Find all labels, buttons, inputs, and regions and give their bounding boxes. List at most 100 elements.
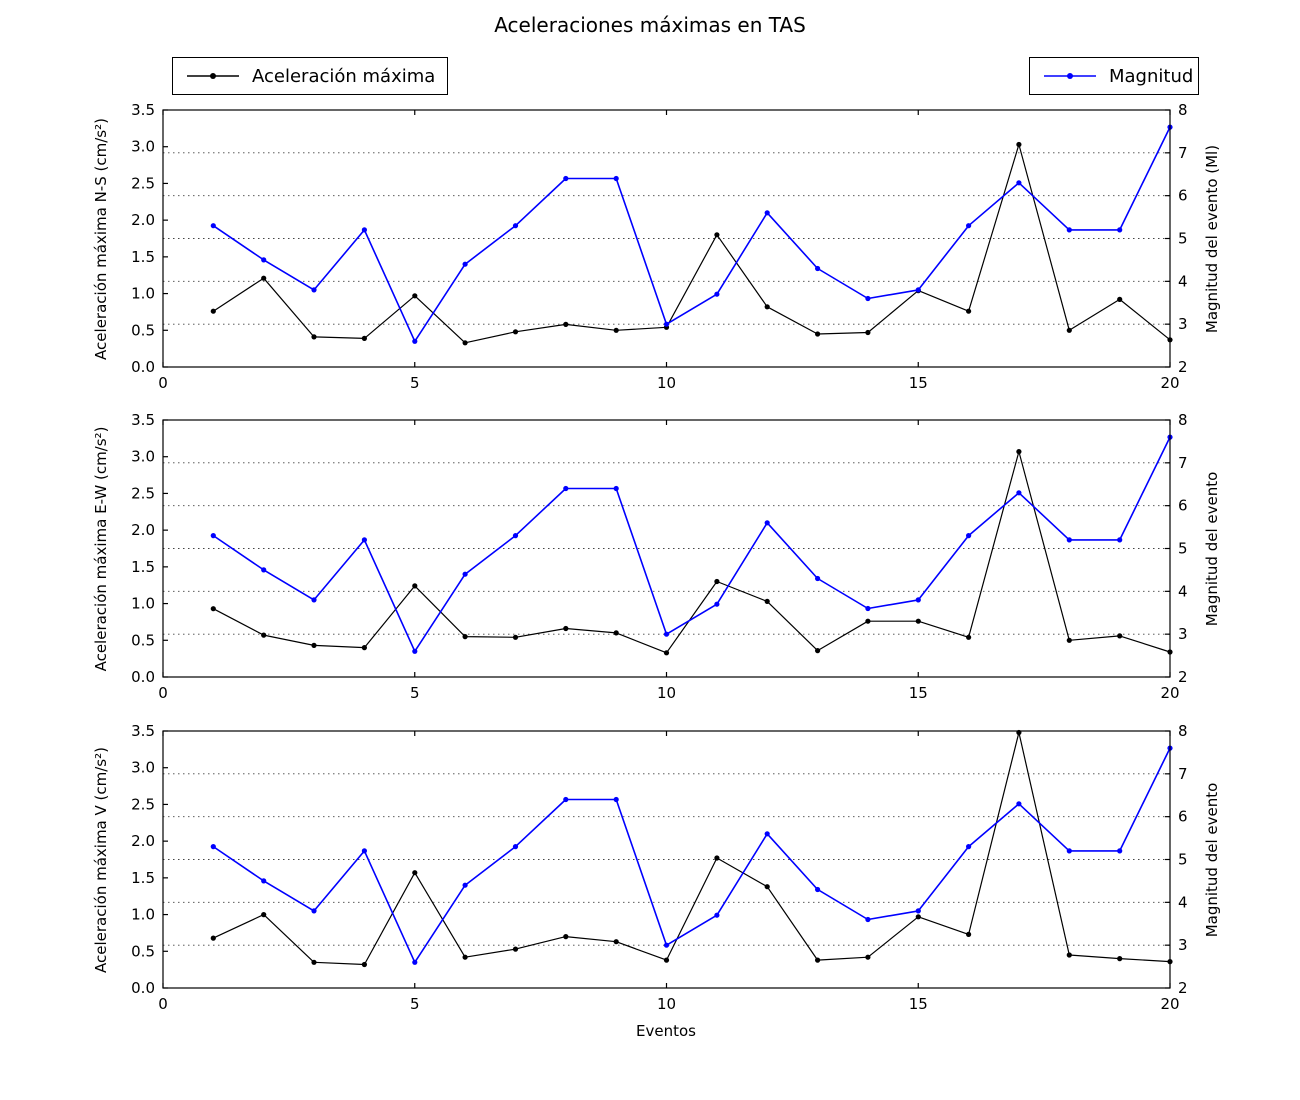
data-point-aceleracio-n-ma-xima (261, 275, 267, 281)
data-point-magnitud (361, 848, 367, 854)
y-tick-label-right: 5 (1178, 851, 1188, 869)
data-point-aceleracio-n-ma-xima (915, 914, 921, 920)
subplot-e-w: 0 5 10 15 20 0.0 0.5 1.0 1.5 2.0 2.5 3.0 3.5 2 3 4 5 6 7 8 (131, 411, 1187, 702)
y-tick-label-left: 1.0 (131, 285, 155, 303)
data-point-magnitud (663, 631, 670, 637)
y-tick-label-right: 4 (1178, 582, 1188, 600)
data-point-aceleracio-n-ma-xima (210, 606, 216, 612)
x-tick-label: 5 (410, 995, 420, 1013)
data-point-magnitud (563, 175, 569, 182)
data-point-aceleracio-n-ma-xima (815, 957, 821, 963)
data-point-aceleracio-n-ma-xima (865, 954, 871, 960)
subplot-n-s: 0 5 10 15 20 0.0 0.5 1.0 1.5 2.0 2.5 3.0 3.5 2 3 4 5 6 7 8 (131, 101, 1187, 392)
acceleration-line-swatch (187, 73, 239, 79)
x-tick-label: 0 (158, 684, 168, 702)
data-point-aceleracio-n-ma-xima (966, 634, 972, 640)
data-point-magnitud (966, 223, 972, 229)
data-point-magnitud (1117, 848, 1123, 854)
data-point-aceleracio-n-ma-xima (210, 935, 216, 941)
y-tick-label-left: 3.0 (131, 138, 155, 156)
data-point-magnitud (462, 261, 468, 267)
data-point-aceleracio-n-ma-xima (865, 618, 871, 624)
data-point-aceleracio-n-ma-xima (563, 625, 569, 632)
x-tick-label: 15 (909, 374, 928, 392)
data-point-aceleracio-n-ma-xima (462, 954, 468, 960)
x-tick-label: 10 (657, 684, 676, 702)
series-line-aceleracio-n-ma-xima (213, 731, 1171, 966)
data-point-magnitud (261, 878, 267, 884)
data-point-magnitud (210, 844, 216, 850)
data-point-magnitud (966, 533, 972, 539)
data-point-magnitud (1016, 801, 1022, 807)
y-axis-label-left-ns: Aceleración máxima N-S (cm/s²) (92, 118, 110, 360)
x-tick-label: 20 (1160, 374, 1179, 392)
data-point-aceleracio-n-ma-xima (361, 645, 367, 651)
data-point-magnitud (663, 942, 670, 948)
y-tick-label-left: 1.5 (131, 248, 155, 266)
data-point-magnitud (815, 886, 821, 893)
data-point-magnitud (966, 844, 972, 850)
y-axis-label-right-ew: Magnitud del evento (1203, 471, 1221, 627)
data-point-magnitud (915, 597, 921, 603)
data-point-magnitud (361, 537, 367, 543)
y-tick-label-right: 5 (1178, 540, 1188, 558)
data-point-aceleracio-n-ma-xima (412, 870, 418, 876)
y-tick-label-right: 6 (1178, 187, 1188, 205)
x-tick-label: 5 (410, 374, 420, 392)
acceleration-swatch-marker (210, 73, 216, 79)
data-point-aceleracio-n-ma-xima (815, 331, 821, 337)
data-point-aceleracio-n-ma-xima (1117, 296, 1123, 302)
data-point-aceleracio-n-ma-xima (261, 912, 267, 918)
x-tick-label: 5 (410, 684, 420, 702)
data-point-aceleracio-n-ma-xima (512, 329, 519, 335)
y-tick-label-right: 7 (1178, 144, 1188, 162)
data-point-magnitud (714, 291, 720, 297)
y-tick-label-left: 0.5 (131, 942, 155, 960)
data-point-magnitud (311, 287, 317, 293)
data-point-magnitud (261, 257, 267, 263)
data-point-aceleracio-n-ma-xima (1066, 952, 1072, 958)
x-tick-label: 20 (1160, 995, 1179, 1013)
y-tick-label-right: 2 (1178, 979, 1188, 997)
x-tick-label: 0 (158, 374, 168, 392)
y-tick-label-left: 2.0 (131, 521, 155, 539)
y-tick-label-left: 0.5 (131, 631, 155, 649)
data-point-magnitud (613, 175, 619, 182)
y-axis-label-right-ns: Magnitud del evento (Ml) (1203, 144, 1221, 334)
data-point-magnitud (311, 908, 317, 914)
data-point-aceleracio-n-ma-xima (361, 961, 367, 968)
y-tick-label-right: 2 (1178, 668, 1188, 686)
data-point-aceleracio-n-ma-xima (613, 630, 619, 636)
data-point-magnitud (764, 520, 770, 526)
data-point-aceleracio-n-ma-xima (1117, 633, 1123, 639)
data-point-aceleracio-n-ma-xima (311, 334, 317, 340)
data-point-magnitud (1117, 537, 1123, 543)
data-point-magnitud (915, 908, 921, 914)
y-tick-label-left: 3.5 (131, 101, 155, 119)
subplot-v: 0 5 10 15 20 0.0 0.5 1.0 1.5 2.0 2.5 3.0 3.5 2 3 4 5 6 7 8 (131, 722, 1187, 1013)
y-tick-label-left: 1.5 (131, 869, 155, 887)
data-point-magnitud (311, 597, 317, 603)
y-tick-label-left: 0.0 (131, 979, 155, 997)
x-tick-label: 20 (1160, 684, 1179, 702)
data-point-aceleracio-n-ma-xima (563, 934, 569, 940)
y-axis-label-right-v: Magnitud del evento (1203, 782, 1221, 938)
data-point-magnitud (1117, 227, 1123, 233)
y-tick-label-right: 8 (1178, 722, 1188, 740)
x-axis-label: Eventos (636, 1022, 696, 1040)
data-point-aceleracio-n-ma-xima (311, 642, 317, 649)
data-point-magnitud (714, 601, 720, 607)
data-point-magnitud (865, 295, 871, 302)
y-axis-label-left-ew: Aceleración máxima E-W (cm/s²) (92, 426, 110, 672)
data-point-magnitud (663, 321, 670, 327)
data-point-magnitud (764, 210, 770, 216)
data-point-aceleracio-n-ma-xima (764, 304, 770, 310)
legend-magnitude-label: Magnitud (1109, 65, 1194, 87)
data-point-magnitud (915, 287, 921, 293)
data-point-aceleracio-n-ma-xima (613, 939, 619, 945)
y-tick-label-left: 1.0 (131, 906, 155, 924)
series-line-aceleracio-n-ma-xima (213, 451, 1171, 654)
data-point-magnitud (613, 796, 619, 803)
data-point-magnitud (412, 648, 418, 654)
data-point-magnitud (462, 571, 468, 577)
